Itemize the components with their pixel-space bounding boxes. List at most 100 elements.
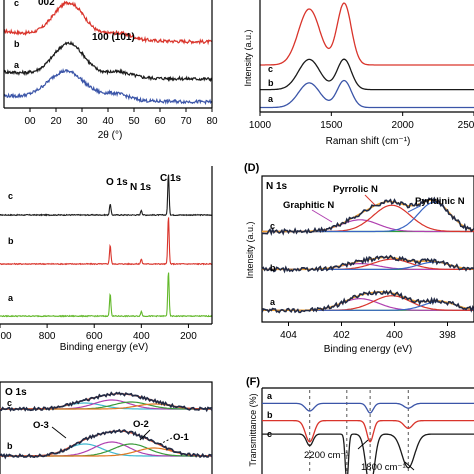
- raman-series-c: [260, 2, 474, 66]
- o1s-annotation-o2: O-2: [133, 419, 149, 430]
- n1s-annotation-pyridinic: Pyridinic N: [415, 196, 465, 207]
- o1s-series-label-c: c: [7, 398, 12, 408]
- ftir-series-c: [262, 433, 474, 474]
- raman-x-axis-label: Raman shift (cm⁻¹): [326, 136, 411, 147]
- ftir-series-a: [262, 402, 474, 414]
- ftir-arrow-1800: [404, 461, 415, 471]
- xrd-tick-label: 80: [206, 116, 218, 127]
- xrd-curves: [3, 0, 213, 106]
- n1s-series-label-a: a: [270, 297, 276, 307]
- raman-series-label-b: b: [268, 78, 274, 88]
- ftir-curves: [262, 402, 474, 474]
- xrd-tick-label: 60: [154, 116, 166, 127]
- survey-series-a: [0, 272, 213, 318]
- o1s-arrow-1: [139, 429, 151, 441]
- n1s-series-c: [261, 196, 474, 236]
- survey-tick-label: 400: [133, 331, 150, 342]
- n1s-curves: [261, 194, 474, 314]
- n1s-tick-label: 404: [280, 330, 297, 341]
- xrd-x-axis-label: 2θ (°): [98, 130, 123, 141]
- n1s-annotation-graphitic: Graphitic N: [283, 200, 334, 211]
- n1s-arrow-pyridinic: [407, 205, 421, 213]
- o1s-annotation-o3: O-3: [33, 420, 49, 431]
- ftir-series-label-c: c: [267, 429, 272, 439]
- n1s-annotation-pyrrolic: Pyrrolic N: [333, 184, 378, 195]
- o1s-title: O 1s: [5, 387, 27, 398]
- survey-series-label-a: a: [8, 293, 14, 303]
- xrd-tick-label: 00: [24, 116, 36, 127]
- survey-tick-label: 00: [0, 331, 12, 342]
- ftir-series-label-a: a: [267, 391, 273, 401]
- n1s-tick-label: 400: [386, 330, 403, 341]
- ftir-arrow-2200: [357, 439, 369, 450]
- raman-series-label-c: c: [268, 64, 273, 74]
- survey-annotation-n1s: N 1s: [130, 182, 152, 193]
- n1s-title: N 1s: [266, 181, 288, 192]
- o1s-annotation-o1: O-1: [173, 432, 190, 443]
- ftir-annotation-1800: 1800 cm⁻¹: [361, 462, 406, 473]
- n1s-tick-label: 402: [333, 330, 350, 341]
- raman-series-b: [260, 58, 474, 91]
- survey-ticks: 00 800 600 400 200: [0, 324, 197, 342]
- raman-series-a: [260, 79, 474, 109]
- n1s-series-label-c: c: [270, 221, 275, 231]
- raman-series-label-a: a: [268, 94, 274, 104]
- xrd-tick-label: 40: [102, 116, 114, 127]
- xrd-tick-label: 30: [76, 116, 88, 127]
- survey-series-label-c: c: [8, 191, 13, 201]
- raman-tick-label: 250: [458, 120, 474, 131]
- n1s-y-axis-label: Intensity (a.u.): [245, 221, 255, 278]
- xrd-annotation-002: 002: [38, 0, 55, 8]
- xrd-annotation-100: 100 (101): [92, 32, 135, 43]
- xrd-series-label-b: b: [14, 39, 20, 49]
- raman-tick-label: 1500: [320, 120, 343, 131]
- panel-raman: 1000 1500 2000 250 Intensity (a.u.) c b a R…: [243, 0, 474, 147]
- o1s-component-b-0: [0, 443, 212, 457]
- xrd-series-label-c: c: [14, 0, 19, 8]
- xrd-series-label-a: a: [14, 60, 20, 70]
- ftir-panel-label: (F): [246, 376, 260, 388]
- o1s-series-c: [0, 391, 213, 413]
- n1s-panel-label: (D): [244, 162, 260, 174]
- raman-curves: [260, 2, 474, 109]
- ftir-annotation-2200: 2200 cm⁻¹: [304, 450, 349, 461]
- survey-annotation-o1s: O 1s: [106, 177, 128, 188]
- n1s-plot-frame: [261, 175, 474, 323]
- survey-series-label-b: b: [8, 236, 14, 246]
- o1s-plot-frame: [0, 381, 213, 474]
- survey-series-b: [0, 217, 213, 266]
- o1s-series-label-b: b: [7, 441, 13, 451]
- xrd-tick-label: 70: [180, 116, 192, 127]
- n1s-arrow-graphitic: [311, 209, 333, 223]
- panel-ftir: (F) a b c 2200 cm⁻¹ 1800 cm⁻¹ Transmitta…: [246, 376, 474, 474]
- n1s-series-b: [261, 254, 474, 274]
- n1s-ticks: 404 402 400 398: [280, 322, 456, 341]
- raman-tick-label: 1000: [249, 120, 272, 131]
- o1s-series-b: [0, 428, 213, 460]
- xrd-ticks: 00 20 30 40 50 60 70 80: [24, 108, 218, 127]
- survey-tick-label: 600: [86, 331, 103, 342]
- survey-curves: [0, 174, 213, 318]
- ftir-y-axis-label: Transmittance (%): [248, 393, 258, 466]
- panel-xps-survey: 00 800 600 400 200 C 1s O 1s N 1s c b a Bind…: [0, 166, 213, 353]
- raman-y-axis-label: Intensity (a.u.): [243, 29, 253, 86]
- ftir-series-b: [262, 419, 474, 443]
- survey-tick-label: 200: [180, 331, 197, 342]
- n1s-x-axis-label: Binding energy (eV): [324, 344, 412, 355]
- ftir-series-label-b: b: [267, 410, 273, 420]
- raman-ticks: 1000 1500 2000 250: [249, 112, 474, 131]
- n1s-series-a: [261, 289, 474, 314]
- survey-annotation-c1s: C 1s: [160, 173, 182, 184]
- o1s-arrow-0: [51, 426, 67, 439]
- n1s-tick-label: 398: [439, 330, 456, 341]
- survey-series-c: [0, 174, 213, 217]
- panel-n1s: (D) 404 402 400 398 N 1s Graphitic N Pyrrol…: [244, 162, 474, 355]
- xrd-series-a: [3, 67, 213, 106]
- n1s-series-label-b: b: [270, 263, 276, 273]
- xrd-series-c: [4, 0, 213, 46]
- panel-xrd: 00 20 30 40 50 60 70 80 002 100 (101) c b a 2θ …: [3, 0, 218, 141]
- n1s-arrow-pyrrolic: [364, 194, 376, 206]
- raman-tick-label: 2000: [392, 120, 415, 131]
- panel-o1s: O 1s O-3 O-2 O-1 c b: [0, 381, 213, 474]
